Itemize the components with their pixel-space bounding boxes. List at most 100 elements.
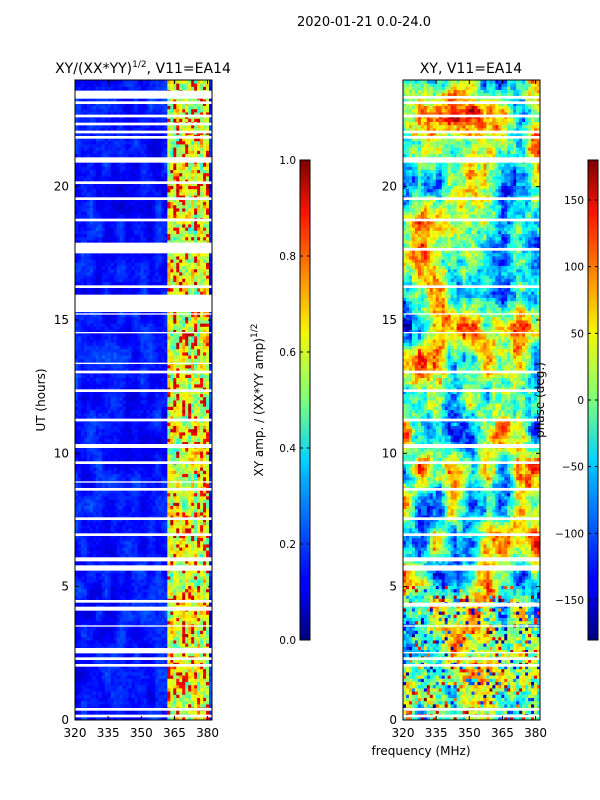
heatmap-cell bbox=[200, 374, 204, 378]
heatmap-cell bbox=[167, 694, 171, 698]
heatmap-cell bbox=[92, 694, 97, 698]
heatmap-cell bbox=[86, 464, 91, 468]
heatmap-cell bbox=[203, 544, 207, 548]
heatmap-cell bbox=[134, 425, 138, 430]
heatmap-cell bbox=[149, 448, 153, 452]
heatmap-cell bbox=[131, 528, 135, 532]
heatmap-cell bbox=[155, 553, 159, 558]
heatmap-cell bbox=[128, 374, 132, 378]
heatmap-cell bbox=[200, 499, 204, 503]
heatmap-cell bbox=[107, 390, 112, 394]
heatmap-cell bbox=[167, 441, 171, 446]
heatmap-cell bbox=[176, 617, 180, 622]
heatmap-cell bbox=[89, 668, 94, 673]
heatmap-cell bbox=[191, 476, 195, 481]
heatmap-cell bbox=[140, 611, 144, 615]
heatmap-cell bbox=[86, 640, 91, 644]
heatmap-cell bbox=[95, 406, 100, 410]
heatmap-cell bbox=[179, 550, 183, 554]
heatmap-cell bbox=[80, 678, 85, 682]
heatmap-cell bbox=[113, 374, 118, 378]
heatmap-cell bbox=[173, 505, 177, 510]
heatmap-cell bbox=[98, 473, 103, 478]
heatmap-cell bbox=[122, 630, 127, 634]
heatmap-cell bbox=[119, 393, 124, 398]
heatmap-cell bbox=[122, 691, 127, 695]
heatmap-cell bbox=[146, 412, 150, 417]
heatmap-cell bbox=[110, 595, 115, 599]
heatmap-cell bbox=[149, 550, 153, 554]
heatmap-cell bbox=[131, 508, 135, 513]
heatmap-cell bbox=[119, 582, 124, 586]
heatmap-cell bbox=[182, 473, 186, 478]
heatmap-cell bbox=[185, 617, 189, 622]
heatmap-cell bbox=[158, 464, 162, 468]
heatmap-cell bbox=[122, 505, 127, 510]
heatmap-cell bbox=[80, 396, 85, 401]
heatmap-cell bbox=[113, 512, 118, 516]
heatmap-cell bbox=[182, 467, 186, 471]
heatmap-cell bbox=[182, 470, 186, 474]
heatmap-cell bbox=[158, 614, 162, 618]
heatmap-cell bbox=[86, 697, 91, 702]
heatmap-cell bbox=[197, 569, 201, 574]
heatmap-cell bbox=[125, 665, 130, 670]
heatmap-cell bbox=[125, 512, 130, 516]
heatmap-cell bbox=[188, 627, 192, 631]
heatmap-cell bbox=[77, 524, 82, 529]
heatmap-cell bbox=[149, 579, 153, 583]
heatmap-cell bbox=[101, 403, 106, 407]
heatmap-cell bbox=[155, 688, 159, 692]
heatmap-cell bbox=[98, 691, 103, 695]
heatmap-cell bbox=[197, 390, 201, 394]
heatmap-cell bbox=[209, 553, 212, 558]
heatmap-cell bbox=[149, 505, 153, 510]
heatmap-cell bbox=[149, 688, 153, 692]
heatmap-cell bbox=[122, 668, 127, 673]
heatmap-cell bbox=[155, 435, 159, 439]
heatmap-cell bbox=[200, 540, 204, 545]
heatmap-cell bbox=[170, 710, 174, 714]
heatmap-cell bbox=[143, 492, 147, 497]
heatmap-cell bbox=[113, 582, 118, 586]
heatmap-cell bbox=[92, 384, 97, 388]
heatmap-cell bbox=[161, 576, 165, 580]
heatmap-cell bbox=[185, 422, 189, 426]
heatmap-cell bbox=[104, 435, 109, 439]
heatmap-cell bbox=[107, 374, 112, 378]
heatmap-cell bbox=[80, 659, 85, 663]
heatmap-cell bbox=[164, 617, 168, 622]
heatmap-cell bbox=[77, 611, 82, 615]
heatmap-cell bbox=[110, 412, 115, 417]
heatmap-cell bbox=[155, 636, 159, 641]
heatmap-cell bbox=[176, 579, 180, 583]
heatmap-cell bbox=[206, 390, 210, 394]
heatmap-cell bbox=[89, 537, 94, 542]
heatmap-cell bbox=[137, 716, 141, 720]
heatmap-cell bbox=[122, 569, 127, 574]
heatmap-cell bbox=[83, 627, 88, 631]
heatmap-cell bbox=[137, 601, 141, 606]
heatmap-cell bbox=[107, 563, 112, 567]
heatmap-cell bbox=[107, 467, 112, 471]
heatmap-cell bbox=[110, 550, 115, 554]
heatmap-cell bbox=[86, 569, 91, 574]
heatmap-cell bbox=[149, 675, 153, 679]
heatmap-cell bbox=[176, 390, 180, 394]
heatmap-cell bbox=[188, 505, 192, 510]
heatmap-cell bbox=[113, 704, 118, 708]
heatmap-cell bbox=[95, 547, 100, 551]
heatmap-cell bbox=[164, 691, 168, 695]
heatmap-cell bbox=[173, 569, 177, 574]
heatmap-cell bbox=[110, 636, 115, 641]
heatmap-cell bbox=[98, 550, 103, 554]
heatmap-cell bbox=[77, 428, 82, 433]
heatmap-cell bbox=[173, 432, 177, 436]
heatmap-cell bbox=[152, 678, 156, 682]
heatmap-cell bbox=[164, 633, 168, 638]
heatmap-cell bbox=[173, 435, 177, 439]
heatmap-cell bbox=[152, 393, 156, 398]
heatmap-cell bbox=[92, 537, 97, 542]
heatmap-cell bbox=[125, 694, 130, 698]
heatmap-cell bbox=[161, 697, 165, 702]
